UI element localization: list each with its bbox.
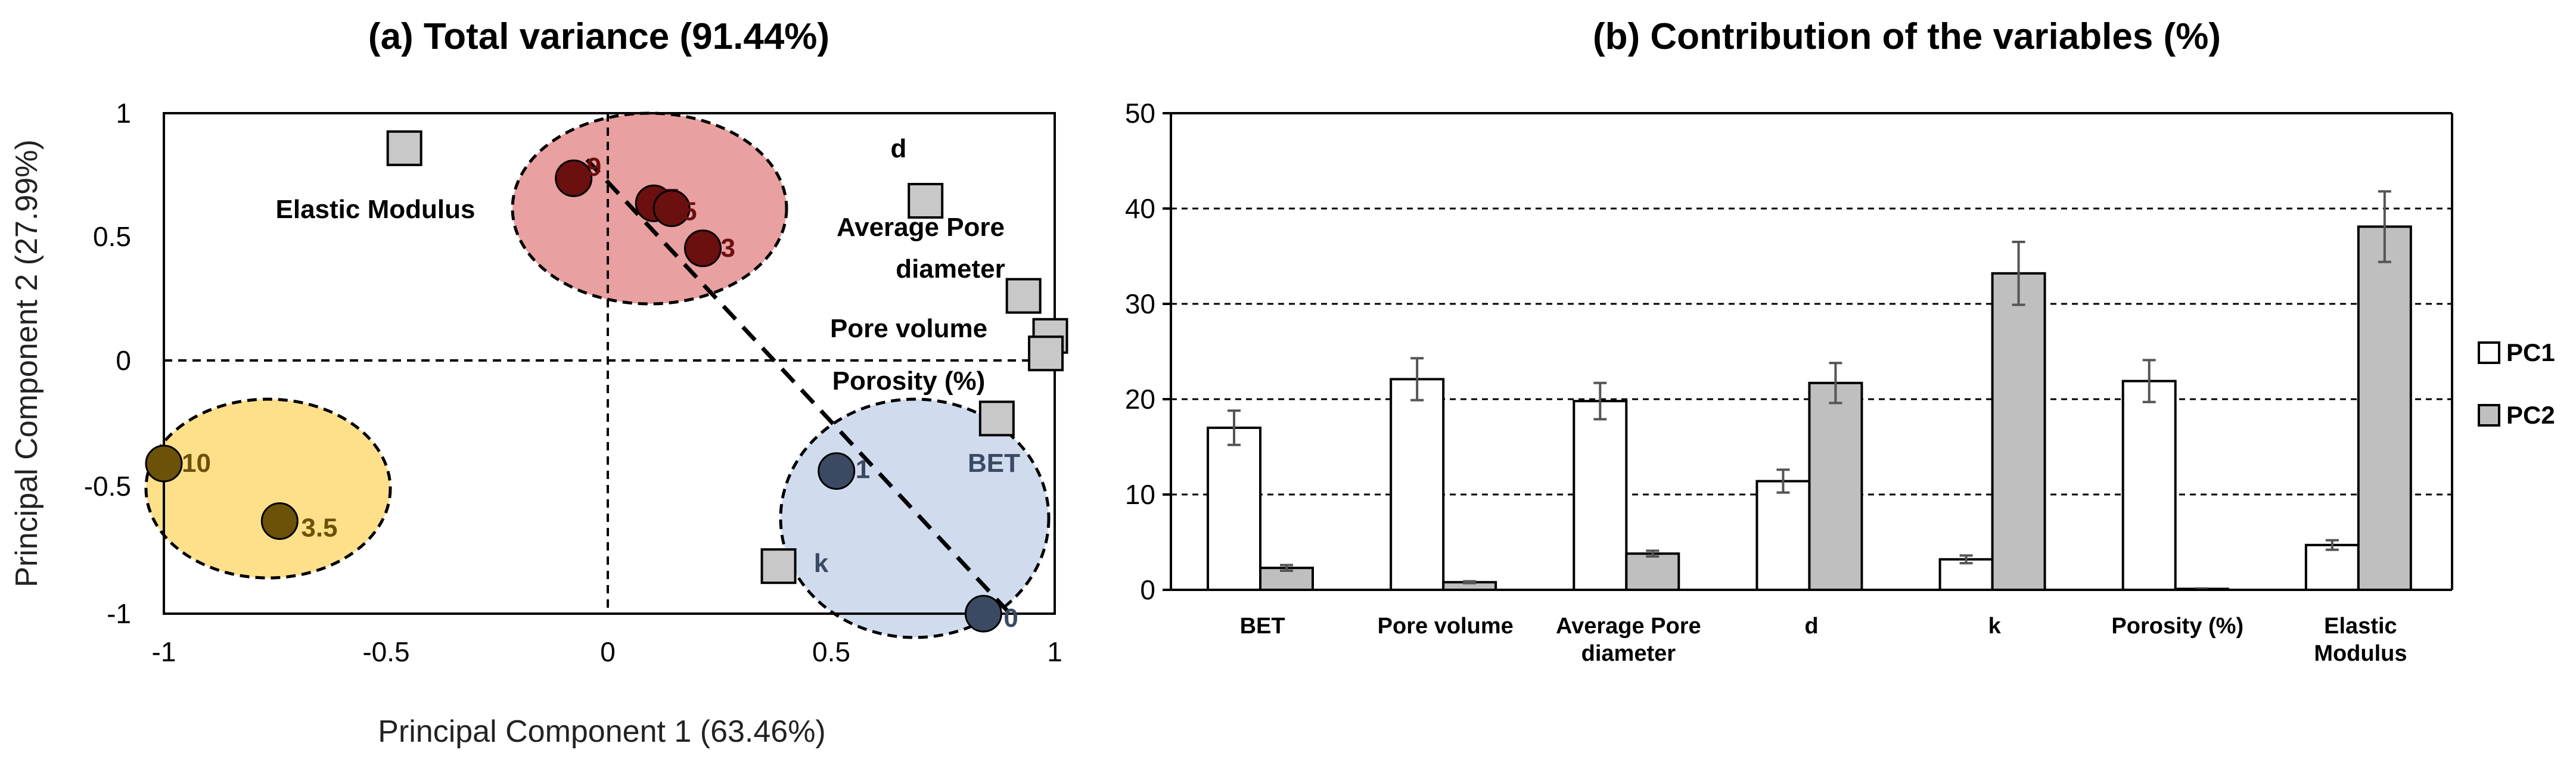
y-tick: -1 (107, 598, 131, 629)
sample-point-label: 9 (587, 153, 601, 182)
sample-point (818, 452, 856, 490)
category-label: Porosity (%) (2111, 614, 2243, 639)
category-label: k (1988, 614, 2002, 639)
sample-point-label: 3 (720, 234, 735, 263)
variable-label: k (814, 549, 829, 578)
panel-b-bars (1207, 190, 2412, 592)
legend-swatch-pc2 (2478, 404, 2500, 427)
category-label: Average Pore (1556, 614, 1701, 639)
sample-point (652, 189, 691, 228)
bar-pc2 (2357, 225, 2412, 591)
panel-a-x-ticks: -1 -0.5 0 0.5 1 (152, 636, 1062, 667)
sample-point (145, 444, 183, 483)
sample-point (555, 159, 593, 197)
bar-pc1 (1207, 427, 1261, 591)
y-tick: 30 (1125, 288, 1155, 319)
variable-label: Elastic Modulus (276, 195, 476, 224)
variable-square (1005, 278, 1042, 314)
y-tick: 10 (1125, 479, 1155, 510)
panel-b: (b) Contribution of the variables (%) 0 1… (1125, 16, 2555, 666)
variable-square (386, 130, 422, 166)
bar-pc1 (1755, 480, 1811, 591)
x-tick: 0.5 (812, 636, 850, 667)
bar-pc1 (2304, 543, 2360, 591)
sample-point-label: 10 (182, 449, 211, 478)
category-label: Pore volume (1378, 614, 1514, 639)
y-tick: -0.5 (84, 471, 131, 502)
sample-points: 9753103.510 (145, 153, 1018, 633)
variable-label: Porosity (%) (832, 366, 986, 396)
sample-point-label: 0 (1003, 604, 1018, 633)
category-label: d (1804, 614, 1818, 639)
variable-label: d (891, 134, 907, 163)
panel-b-gridlines (1171, 112, 2452, 496)
panel-b-title: (b) Contribution of the variables (%) (1593, 16, 2221, 57)
panel-a-x-axis-title: Principal Component 1 (63.46%) (378, 714, 826, 749)
sample-point (260, 502, 299, 540)
sample-point-label: 5 (682, 197, 697, 226)
y-tick: 40 (1125, 193, 1155, 224)
panel-b-legend: PC1 PC2 (2478, 338, 2555, 429)
variable-square (1028, 335, 1064, 372)
x-tick: 1 (1047, 636, 1062, 667)
bar-pc1 (1390, 378, 1445, 592)
variable-square (908, 183, 944, 219)
variable-label: Average Pore (837, 213, 1005, 242)
x-tick: -1 (152, 636, 176, 667)
legend-swatch-pc1 (2478, 341, 2500, 364)
category-label: BET (1240, 614, 1285, 639)
y-tick: 0 (1140, 574, 1155, 605)
variable-squares (386, 130, 1068, 584)
y-tick: 0.5 (93, 221, 131, 252)
y-tick: 1 (116, 98, 131, 129)
panel-a-title: (a) Total variance (91.44%) (368, 16, 829, 57)
bar-pc2 (1808, 381, 1863, 591)
category-label: Elastic (2324, 614, 2397, 639)
variable-label: Pore volume (830, 314, 987, 343)
bar-pc1 (2121, 380, 2177, 591)
variable-label: BET (968, 449, 1020, 478)
x-tick: 0 (600, 636, 616, 667)
panel-a-y-ticks: 1 0.5 0 -0.5 -1 (84, 98, 131, 629)
bar-pc1 (1573, 400, 1628, 591)
panel-a-y-axis-title: Principal Component 2 (27.99%) (10, 139, 44, 587)
variable-square (760, 548, 797, 584)
category-label: diameter (1581, 641, 1676, 666)
legend-label-pc1: PC1 (2506, 338, 2555, 366)
y-tick: 50 (1125, 98, 1155, 129)
bar-pc2 (1991, 272, 2046, 591)
category-label: Modulus (2314, 641, 2407, 666)
bar-pc2 (1625, 552, 1680, 592)
variable-square (978, 400, 1015, 437)
y-tick: 20 (1125, 384, 1155, 415)
variable-label: diameter (896, 254, 1005, 284)
cluster-ellipse-yellow (144, 397, 392, 580)
sample-point-label: 3.5 (301, 514, 337, 543)
legend-label-pc2: PC2 (2506, 401, 2555, 429)
sample-point (683, 229, 722, 268)
panel-b-y-ticks: 0 10 20 30 40 50 (1125, 98, 1171, 605)
x-tick: -0.5 (362, 636, 409, 667)
y-tick: 0 (116, 345, 131, 376)
sample-point (964, 595, 1002, 633)
sample-point-label: 1 (856, 455, 870, 484)
panel-a-trend-line (585, 158, 1012, 615)
panel-a: (a) Total variance (91.44%) -1 -0.5 0 0.… (10, 16, 1068, 749)
variable-labels: Elastic Modulus d Average Pore diameter … (276, 134, 1021, 578)
